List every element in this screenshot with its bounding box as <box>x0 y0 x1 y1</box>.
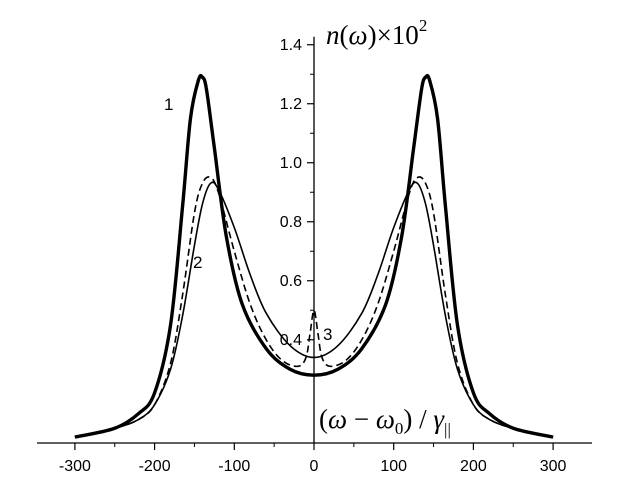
x-tick-label: 0 <box>310 458 319 475</box>
y-tick-label: 1.4 <box>280 37 302 54</box>
y-tick-label: 1.0 <box>280 155 302 172</box>
series-1-line <box>74 73 554 439</box>
x-tick-label: 100 <box>380 458 407 475</box>
curve-label-3: 3 <box>323 325 332 344</box>
y-tick-label: 0.8 <box>280 214 302 231</box>
x-axis-label: (ω − ω0) / γ|| <box>319 404 451 439</box>
y-tick-label: 0.6 <box>280 273 302 290</box>
x-tick-label: 300 <box>540 458 567 475</box>
series-2-line <box>74 181 554 438</box>
axes: -300 -200 -100 0 100 200 300 0.4 0.6 0.8 1.0 1.2 1.4 <box>37 36 592 475</box>
curve-label-1: 1 <box>164 95 173 114</box>
x-tick-label: -300 <box>59 458 91 475</box>
curves <box>74 73 554 439</box>
y-tick-label: 0.4 <box>280 332 302 349</box>
y-axis-label: n(ω)×102 <box>326 16 427 50</box>
x-tick-label: -100 <box>218 458 250 475</box>
x-tick-label: -200 <box>139 458 171 475</box>
x-tick-label: 200 <box>460 458 487 475</box>
y-tick-label: 1.2 <box>280 96 302 113</box>
curve-label-2: 2 <box>193 253 202 272</box>
